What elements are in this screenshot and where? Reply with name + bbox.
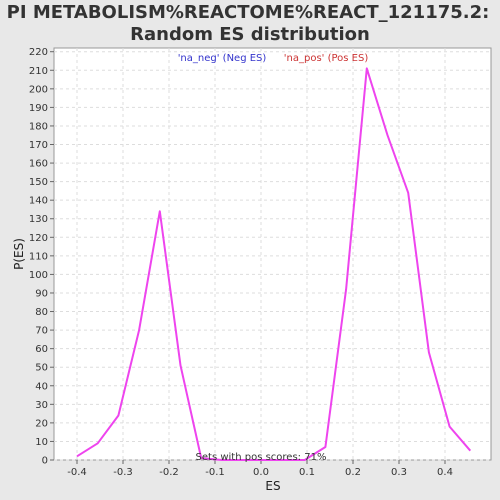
y-tick-label: 40 bbox=[35, 381, 48, 392]
x-tick-label: 0.2 bbox=[345, 467, 361, 478]
legend-pos-es: 'na_pos' (Pos ES) bbox=[284, 53, 369, 64]
y-tick-label: 150 bbox=[29, 177, 48, 188]
y-tick-label: 130 bbox=[29, 214, 48, 225]
axis-layer: 0 10 20 30 40 50 60 70 80 90 100 110 120 130 140 150 160… bbox=[29, 47, 453, 478]
x-tick-label: -0.3 bbox=[113, 467, 133, 478]
y-tick-label: 220 bbox=[29, 47, 48, 58]
y-tick-label: 160 bbox=[29, 159, 48, 170]
grid-layer bbox=[54, 48, 491, 461]
plot-area bbox=[53, 47, 492, 461]
y-tick-label: 180 bbox=[29, 121, 48, 132]
y-tick-label: 110 bbox=[29, 251, 48, 262]
x-tick-label: 0.4 bbox=[437, 467, 453, 478]
y-tick-label: 80 bbox=[35, 307, 48, 318]
x-tick-label: 0.1 bbox=[299, 467, 315, 478]
y-tick-label: 70 bbox=[35, 326, 48, 337]
y-tick-label: 50 bbox=[35, 363, 48, 374]
y-tick-label: 120 bbox=[29, 233, 48, 244]
x-tick-label: -0.4 bbox=[67, 467, 87, 478]
y-axis-label: P(ES) bbox=[12, 238, 26, 270]
y-tick-label: 60 bbox=[35, 344, 48, 355]
y-tick-label: 210 bbox=[29, 66, 48, 77]
x-tick-label: -0.1 bbox=[205, 467, 225, 478]
x-tick-label: -0.2 bbox=[159, 467, 179, 478]
y-tick-label: 200 bbox=[29, 84, 48, 95]
y-tick-label: 190 bbox=[29, 103, 48, 114]
x-axis-label: ES bbox=[265, 479, 280, 493]
chart-title: PI METABOLISM%REACTOME%REACT_121175.2: bbox=[7, 2, 490, 23]
legend-neg-es: 'na_neg' (Neg ES) bbox=[178, 53, 267, 64]
series-layer bbox=[76, 67, 472, 461]
es-distribution-line bbox=[76, 67, 472, 461]
y-tick-label: 140 bbox=[29, 196, 48, 207]
chart-subtitle: Random ES distribution bbox=[130, 24, 370, 45]
y-tick-label: 10 bbox=[35, 437, 48, 448]
pos-scores-annotation: Sets with pos scores: 71% bbox=[196, 452, 327, 463]
y-tick-label: 0 bbox=[42, 456, 48, 467]
x-tick-label: 0.0 bbox=[253, 467, 269, 478]
y-tick-label: 20 bbox=[35, 418, 48, 429]
y-tick-label: 90 bbox=[35, 288, 48, 299]
y-tick-label: 30 bbox=[35, 400, 48, 411]
x-tick-label: 0.3 bbox=[391, 467, 407, 478]
y-tick-label: 170 bbox=[29, 140, 48, 151]
y-tick-label: 100 bbox=[29, 270, 48, 281]
